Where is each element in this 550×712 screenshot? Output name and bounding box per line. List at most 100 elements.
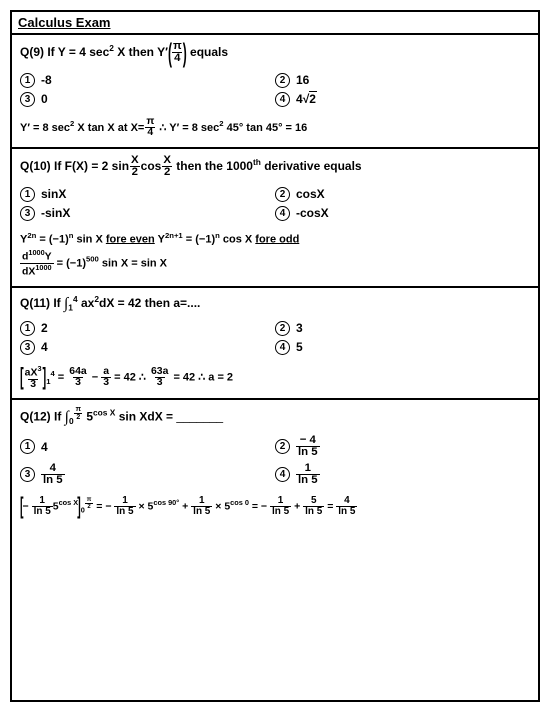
text: ∴ Y′ = 8 sec <box>156 122 219 134</box>
text: 2 <box>309 91 317 106</box>
text: 4 <box>41 340 48 354</box>
choice-4: 44√2 <box>275 92 530 107</box>
text: Y <box>155 233 165 245</box>
question-11: Q(11) If ∫14 ax2dX = 42 then a=.... 12 2… <box>12 288 538 400</box>
text: 16 <box>296 73 309 87</box>
circle-1-icon: 1 <box>20 187 35 202</box>
text: 4√2 <box>296 92 317 106</box>
exam-title: Calculus Exam <box>18 15 111 30</box>
text: − 4 <box>298 435 318 446</box>
text: then the 1000 <box>173 159 253 173</box>
text: − <box>89 371 102 383</box>
choice-3: 34 <box>20 340 275 355</box>
q12-choices: 14 2− 4ln 5 34ln 5 41ln 5 <box>20 435 530 491</box>
question-10: Q(10) If F(X) = 2 sinX2cosX2 then the 10… <box>12 149 538 288</box>
circle-4-icon: 4 <box>275 340 290 355</box>
text: 63a <box>149 367 170 377</box>
text: Q(10) If F(X) = 2 sin <box>20 159 129 173</box>
choice-2: 2cosX <box>275 187 530 202</box>
question-9: Q(9) If Y = 4 sec2 X then Y′(π4) equals … <box>12 35 538 149</box>
text: ln 5 <box>32 506 53 517</box>
text: cos 90° <box>153 498 179 507</box>
question-12: Q(12) If ∫0π2 5cos X sin XdX = _______ 1… <box>12 400 538 525</box>
text: cos <box>141 159 162 173</box>
text: X <box>129 155 141 166</box>
text: 4 <box>48 463 58 474</box>
text: -cosX <box>296 206 329 220</box>
choice-2: 2 16 <box>275 73 530 88</box>
circle-3-icon: 3 <box>20 340 35 355</box>
circle-1-icon: 1 <box>20 73 35 88</box>
text: 2 <box>74 413 82 421</box>
text: derivative equals <box>261 159 362 173</box>
text: Q(11) If <box>20 296 64 310</box>
circle-1-icon: 1 <box>20 321 35 336</box>
text: cos 0 <box>230 498 249 507</box>
text: cos X <box>93 408 115 418</box>
text: 4 <box>296 92 303 106</box>
circle-3-icon: 3 <box>20 92 35 107</box>
text: Y′ = 8 sec <box>20 122 70 134</box>
circle-2-icon: 2 <box>275 439 290 454</box>
circle-1-icon: 1 <box>20 439 35 454</box>
choice-3: 34ln 5 <box>20 463 275 487</box>
q9-prompt: Q(9) If Y = 4 sec2 X then Y′(π4) equals <box>20 41 530 65</box>
text: 2 <box>130 166 140 178</box>
text: ln 5 <box>303 506 324 517</box>
text: 2 <box>85 503 92 510</box>
circle-4-icon: 4 <box>275 467 290 482</box>
text: 3 <box>28 379 38 390</box>
text: 2 <box>162 166 172 178</box>
choice-2: 2 − 4ln 5 <box>275 435 530 459</box>
text: X tan X at X= <box>74 122 144 134</box>
choice-1: 14 <box>20 435 275 459</box>
text: = − <box>93 501 114 513</box>
choice-3: 3-sinX <box>20 206 275 221</box>
text: 1 <box>46 377 50 386</box>
text: 1 <box>276 496 286 506</box>
choice-3: 30 <box>20 92 275 107</box>
choice-1: 12 <box>20 321 275 336</box>
choice-1: 1 sinX <box>20 187 275 202</box>
text: ln 5 <box>114 506 135 517</box>
q12-prompt: Q(12) If ∫0π2 5cos X sin XdX = _______ <box>20 406 530 427</box>
text: 3 <box>296 321 303 335</box>
text: ln 5 <box>296 474 320 486</box>
text: -sinX <box>41 206 70 220</box>
circle-2-icon: 2 <box>275 187 290 202</box>
text: X <box>161 155 173 166</box>
text: -8 <box>41 73 52 87</box>
text: 45° tan 45° = 16 <box>224 122 308 134</box>
choice-4: 41ln 5 <box>275 463 530 487</box>
text: ln 5 <box>296 446 320 458</box>
text: X then Y′ <box>114 45 168 59</box>
text: 3 <box>155 377 165 388</box>
text: dX = 42 then a=.... <box>99 296 200 310</box>
text: ln 5 <box>41 474 65 486</box>
text: 3 <box>73 377 83 388</box>
text: sin X <box>73 233 105 245</box>
text: dX <box>22 267 35 278</box>
text: fore odd <box>255 233 299 245</box>
choice-2: 23 <box>275 321 530 336</box>
text: = <box>55 371 68 383</box>
choice-4: 45 <box>275 340 530 355</box>
text: 4 <box>172 52 182 64</box>
text: ln 5 <box>270 506 291 517</box>
text: = 42 ∴ <box>111 371 149 383</box>
text: 1 <box>37 496 47 506</box>
text: 0 <box>41 92 48 106</box>
text: 64a <box>67 367 88 377</box>
circle-2-icon: 2 <box>275 73 290 88</box>
text: ln 5 <box>336 506 357 517</box>
text: 2 <box>41 321 48 335</box>
text: 5 <box>83 410 93 424</box>
text: sinX <box>41 187 66 201</box>
text: _______ <box>176 410 223 424</box>
text: sin XdX = <box>115 410 176 424</box>
text: = 42 ∴ a = 2 <box>170 371 233 383</box>
q9-choices: 1-8 216 30 44√2 <box>20 73 530 111</box>
circle-4-icon: 4 <box>275 206 290 221</box>
text: equals <box>187 45 228 59</box>
text: 5 <box>296 340 303 354</box>
